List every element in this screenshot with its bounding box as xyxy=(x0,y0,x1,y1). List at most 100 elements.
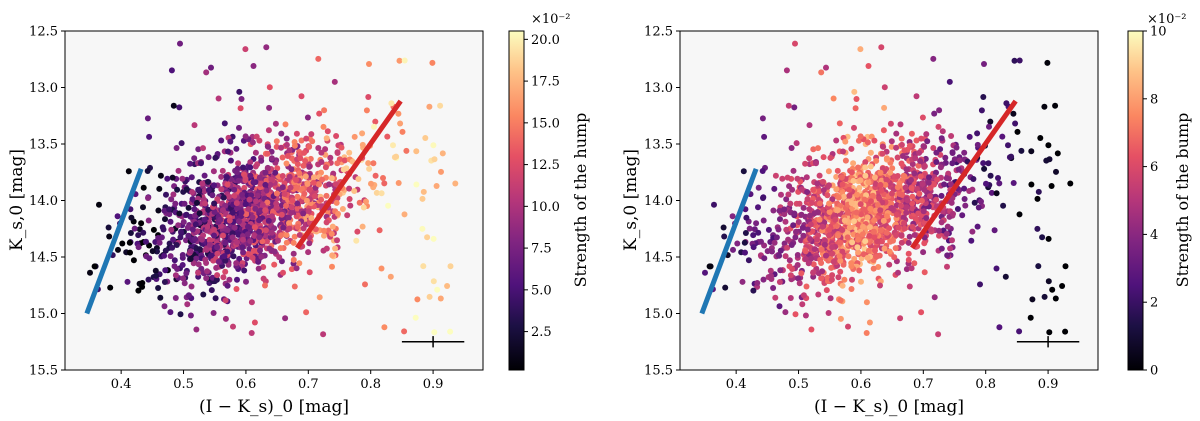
data-point xyxy=(291,233,298,240)
data-point xyxy=(779,175,786,182)
data-point xyxy=(266,245,273,252)
data-point xyxy=(217,216,224,223)
data-point xyxy=(250,63,257,69)
x-tick-label: 0.5 xyxy=(788,377,809,392)
data-point xyxy=(825,168,832,175)
data-point xyxy=(145,195,151,201)
data-point xyxy=(210,168,217,175)
data-point xyxy=(853,209,860,216)
data-point xyxy=(836,253,843,260)
data-point xyxy=(351,133,358,140)
data-point xyxy=(256,174,263,181)
data-point xyxy=(219,207,226,214)
data-point xyxy=(745,257,752,264)
data-point xyxy=(366,165,373,172)
x-tick-label: 0.8 xyxy=(975,377,996,392)
data-point xyxy=(877,207,884,214)
data-point xyxy=(203,260,210,266)
data-point xyxy=(906,233,913,240)
data-point xyxy=(793,140,800,147)
data-point xyxy=(913,93,920,100)
data-point xyxy=(265,217,272,224)
data-point xyxy=(256,137,263,144)
data-point xyxy=(844,230,851,237)
data-point xyxy=(759,168,766,174)
data-point xyxy=(365,160,372,167)
x-tick-label: 0.6 xyxy=(851,377,872,392)
data-point xyxy=(201,200,208,207)
data-point xyxy=(263,44,270,51)
data-point xyxy=(810,146,817,153)
data-point xyxy=(288,204,295,211)
data-point xyxy=(933,196,940,203)
data-point xyxy=(179,175,186,182)
data-point xyxy=(208,287,215,294)
data-point xyxy=(860,223,866,230)
data-point xyxy=(850,160,857,167)
y-tick-label: 13.0 xyxy=(29,81,58,96)
data-point xyxy=(167,253,174,260)
data-point xyxy=(806,122,813,129)
data-point xyxy=(1045,235,1052,242)
data-point xyxy=(283,239,290,246)
data-point xyxy=(211,209,218,215)
data-point xyxy=(229,234,236,241)
data-point xyxy=(332,245,339,252)
data-point xyxy=(280,224,287,231)
data-point xyxy=(413,181,420,188)
data-point xyxy=(867,163,874,170)
overlay-lines xyxy=(699,99,1080,348)
data-point xyxy=(742,230,749,236)
data-point xyxy=(846,186,853,193)
data-point xyxy=(993,265,1000,272)
data-point xyxy=(857,46,864,53)
data-point xyxy=(318,169,324,176)
data-point xyxy=(770,207,777,214)
data-point xyxy=(891,254,898,261)
data-point xyxy=(839,282,846,289)
data-point xyxy=(225,261,232,268)
data-point xyxy=(935,331,942,338)
data-point xyxy=(933,159,940,165)
data-point xyxy=(879,150,886,157)
data-point xyxy=(881,84,888,91)
data-point xyxy=(883,229,890,236)
data-point xyxy=(886,225,893,232)
data-point xyxy=(840,261,847,268)
data-point xyxy=(802,312,809,319)
data-point xyxy=(293,185,300,192)
data-point xyxy=(170,102,177,109)
data-point xyxy=(191,212,198,219)
data-point xyxy=(401,211,408,218)
data-point xyxy=(782,309,789,316)
data-point xyxy=(231,224,238,231)
data-point xyxy=(267,181,274,188)
data-point xyxy=(948,199,955,206)
data-point xyxy=(864,254,871,261)
data-point xyxy=(166,206,173,213)
data-point xyxy=(211,200,218,207)
data-point xyxy=(275,237,281,244)
reference-line xyxy=(295,99,403,250)
data-point xyxy=(203,69,210,76)
data-point xyxy=(787,272,794,279)
data-point xyxy=(322,164,329,171)
data-point xyxy=(174,186,181,193)
data-point xyxy=(933,169,939,176)
data-point xyxy=(835,232,841,239)
data-point xyxy=(331,78,338,85)
data-point xyxy=(786,263,793,270)
data-point xyxy=(865,247,872,254)
data-point xyxy=(283,160,290,167)
y-tick-label: 12.5 xyxy=(29,25,58,40)
data-point xyxy=(1053,168,1059,175)
data-point xyxy=(856,184,863,191)
data-point xyxy=(828,264,835,271)
data-point xyxy=(795,275,802,282)
data-point xyxy=(185,204,192,211)
data-point xyxy=(820,154,827,161)
data-point xyxy=(378,190,385,197)
data-point xyxy=(879,238,885,245)
data-point xyxy=(816,216,823,223)
colorbar-tick-label: 6 xyxy=(1150,160,1158,175)
